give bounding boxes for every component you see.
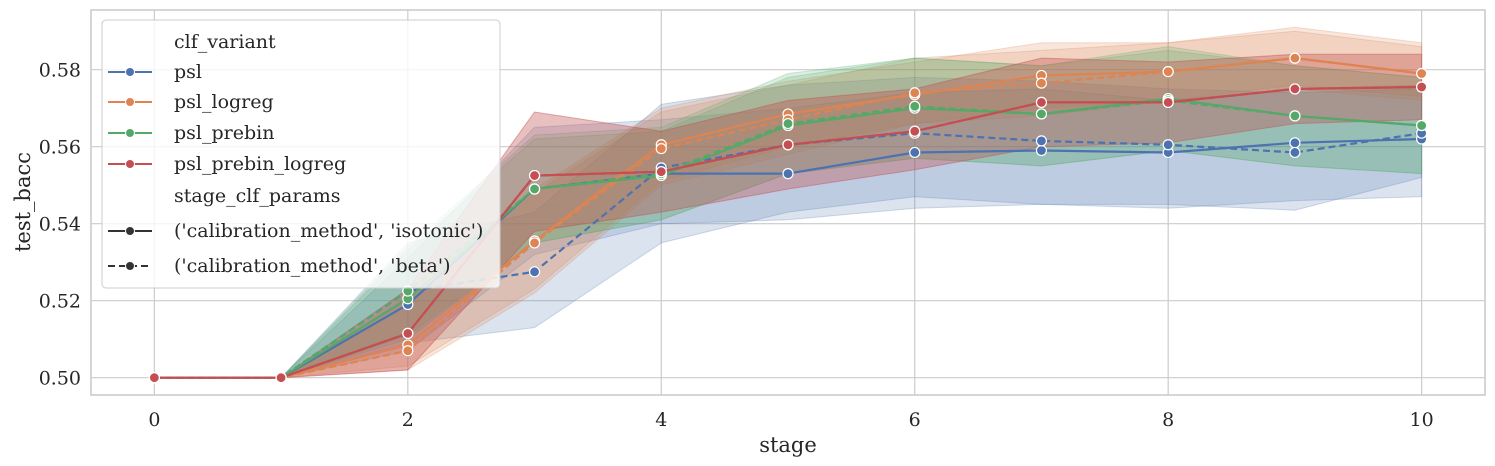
y-axis-title: test_bacc [11,152,35,252]
x-axis-title: stage [759,433,817,457]
point-psl-logreg-dashed [402,345,414,357]
plot-frame [90,9,1486,396]
legend-marker-psl-logreg [125,97,135,107]
point-psl-solid [782,168,794,180]
legend-marker-beta [125,261,135,271]
x-tick-label: 10 [1410,409,1434,431]
point-psl-logreg-dashed [1416,67,1428,80]
x-tick-label: 8 [1162,409,1174,431]
point-psl-prebin-logreg-dashed [402,327,414,339]
point-psl-solid [909,146,921,159]
point-psl-prebin-logreg-dashed [1289,83,1301,95]
legend-label-psl: psl [174,61,202,83]
legend-label-beta: ('calibration_method', 'beta') [174,255,450,277]
y-tick-label: 0.58 [39,60,81,82]
point-psl-dashed [1162,139,1174,151]
y-tick-label: 0.52 [39,291,81,313]
point-psl-prebin-logreg-dashed [909,125,921,137]
x-tick-label: 2 [402,409,414,431]
point-psl-logreg-dashed [1289,52,1301,64]
point-psl-prebin-logreg-dashed [1035,96,1048,109]
legend-marker-psl-prebin [125,128,135,138]
point-psl-dashed [1289,146,1301,159]
point-psl-prebin-dashed [528,183,541,195]
point-psl-dashed [528,266,541,278]
legend-marker-psl-prebin-logreg [125,159,135,169]
x-tick-label: 6 [909,409,921,431]
point-psl-dashed [1035,135,1048,147]
y-tick-label: 0.56 [39,137,81,159]
point-psl-prebin-dashed [782,117,794,130]
point-psl-logreg-dashed [655,143,667,155]
legend-label-isotonic: ('calibration_method', 'isotonic') [174,220,483,242]
point-psl-prebin-dashed [1416,119,1428,132]
point-psl-prebin-logreg-dashed [1416,81,1428,93]
point-psl-solid [1035,144,1048,157]
legend-marker-isotonic [125,226,135,236]
legend-box [101,19,501,289]
legend-label-psl-prebin: psl_prebin [174,122,274,144]
legend-label-psl-logreg: psl_logreg [174,91,274,113]
point-psl-prebin-logreg-dashed [655,166,667,178]
tick-labels: 0 2 4 6 8 10 0.50 0.52 0.54 0.56 0.58 [39,60,1434,431]
point-psl-logreg-dashed [909,87,921,99]
point-psl-prebin-logreg-dashed [782,139,794,151]
point-psl-prebin-logreg-dashed [528,169,541,182]
series-markers [148,52,1428,384]
legend: clf_variant psl psl_logreg psl_prebin ps… [101,19,501,289]
legend-marker-psl [125,67,135,77]
point-psl-logreg-dashed [1162,65,1174,78]
point-psl-logreg-dashed [1035,77,1048,89]
legend-hue-title: clf_variant [174,31,276,53]
point-psl-prebin-logreg-dashed [1162,96,1174,109]
point-psl-prebin-logreg-dashed [148,372,160,384]
point-psl-solid [1289,137,1301,149]
point-psl-logreg-dashed [528,237,541,249]
legend-label-psl-prebin-logreg: psl_prebin_logreg [174,153,346,175]
x-tick-label: 4 [655,409,667,431]
y-tick-label: 0.54 [39,214,81,236]
point-psl-prebin-logreg-dashed [275,372,287,384]
point-psl-prebin-dashed [1289,110,1301,122]
point-psl-prebin-dashed [1035,108,1048,120]
point-psl-prebin-dashed [909,100,921,112]
y-tick-label: 0.50 [39,368,81,390]
legend-style-title: stage_clf_params [174,185,341,207]
line-psl-dashed [154,132,1422,379]
x-tick-label: 0 [148,409,160,431]
